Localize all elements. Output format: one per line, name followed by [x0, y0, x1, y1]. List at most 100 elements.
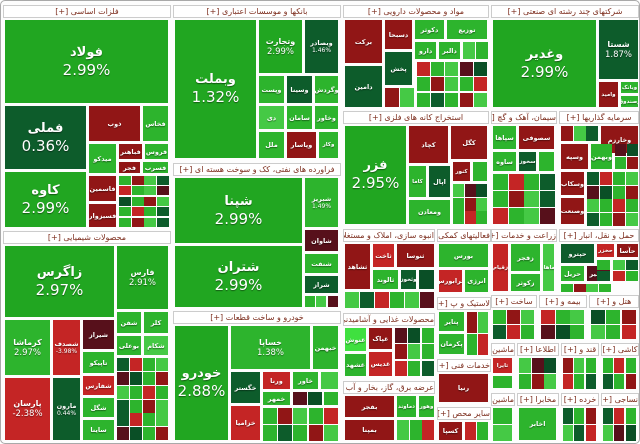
sector-header-agriculture[interactable]: زراعت و خدمات [+] [491, 229, 557, 242]
mosaic-stock-tile[interactable] [476, 184, 487, 197]
stock-tile-investments-4[interactable]: وصنعت [561, 198, 584, 224]
mosaic-stock-tile[interactable] [614, 425, 624, 441]
mosaic-stock-tile[interactable] [156, 427, 168, 440]
mosaic-stock-tile[interactable] [541, 325, 555, 339]
mosaic-stock-tile[interactable] [600, 186, 612, 199]
mosaic-stock-tile[interactable] [574, 408, 584, 424]
mosaic-stock-tile[interactable] [626, 358, 636, 373]
stock-tile-financial-aux-1[interactable]: فرابورس [439, 270, 462, 292]
stock-tile-banks-9[interactable]: ملل [259, 132, 284, 158]
mosaic-stock-tile[interactable] [626, 260, 638, 270]
mosaic-stock-tile[interactable] [478, 312, 488, 333]
mosaic-stock-tile[interactable] [626, 186, 638, 199]
mosaic-stock-tile[interactable] [574, 425, 584, 441]
sector-header-pharma[interactable]: مواد و محصولات دارویی [+] [343, 5, 489, 18]
stock-tile-metal-ores-6[interactable]: ومعادن [409, 200, 450, 224]
mosaic-stock-tile[interactable] [144, 207, 156, 216]
mosaic-stock-tile[interactable] [521, 325, 534, 339]
mosaic-stock-tile[interactable] [385, 88, 399, 107]
mosaic-stock-tile[interactable] [465, 198, 476, 211]
mosaic-stock-tile[interactable] [541, 310, 555, 324]
mosaic-stock-tile[interactable] [422, 344, 434, 359]
stock-tile-transport-0[interactable]: حپترو [561, 244, 594, 263]
stock-tile-metal-ores-3[interactable]: کاما [409, 166, 426, 197]
stock-tile-pharma-3[interactable]: دکوثر [415, 20, 444, 39]
mosaic-stock-tile[interactable] [117, 386, 129, 399]
mosaic-stock-tile[interactable] [493, 408, 512, 424]
mosaic-stock-tile[interactable] [132, 186, 144, 195]
mosaic-stock-tile[interactable] [524, 208, 539, 224]
mosaic-stock-tile[interactable] [263, 408, 277, 424]
mosaic-stock-tile[interactable] [539, 152, 554, 171]
mosaic-stock-tile[interactable] [574, 284, 586, 292]
mosaic-stock-tile[interactable] [509, 191, 524, 207]
stock-tile-chemicals-4[interactable]: شیراز [83, 320, 114, 349]
mosaic-stock-tile[interactable] [622, 325, 636, 339]
mosaic-stock-tile[interactable] [556, 310, 570, 324]
mosaic-stock-tile[interactable] [574, 126, 586, 141]
mosaic-stock-tile[interactable] [603, 374, 613, 389]
mosaic-stock-tile[interactable] [130, 386, 142, 399]
stock-tile-food-1[interactable]: غپاک [369, 328, 392, 349]
mosaic-stock-tile[interactable] [156, 386, 168, 399]
stock-tile-basic-metals-3[interactable]: ذوب [89, 106, 140, 141]
mosaic-stock-tile[interactable] [474, 62, 487, 76]
sector-header-insurance[interactable]: بیمه و [+] [539, 295, 587, 308]
mosaic-stock-tile[interactable] [453, 198, 464, 211]
mosaic-stock-tile[interactable] [587, 199, 599, 212]
stock-tile-auto-0[interactable]: خودرو 2.88% [175, 326, 228, 440]
stock-tile-banks-0[interactable]: وبملت 1.32% [175, 20, 256, 158]
mosaic-stock-tile[interactable] [117, 372, 129, 385]
mosaic-stock-tile[interactable] [324, 392, 338, 405]
mosaic-stock-tile[interactable] [143, 427, 155, 440]
sector-header-telecom[interactable]: مخابرا [+] [517, 393, 559, 406]
sector-header-machinery2[interactable]: ماشین [+] [491, 393, 515, 406]
stock-tile-banks-5[interactable]: وگردش [315, 76, 338, 103]
sector-header-rubber[interactable]: لاستیک و پ [+] [437, 297, 491, 310]
mosaic-stock-tile[interactable] [532, 374, 544, 389]
mosaic-stock-tile[interactable] [143, 358, 155, 371]
mosaic-stock-tile[interactable] [119, 207, 131, 216]
mosaic-stock-tile[interactable] [613, 172, 625, 185]
mosaic-stock-tile[interactable] [467, 312, 477, 333]
mosaic-stock-tile[interactable] [417, 77, 430, 91]
mosaic-stock-tile[interactable] [626, 408, 636, 424]
mosaic-stock-tile[interactable] [144, 186, 156, 195]
mosaic-stock-tile[interactable] [493, 425, 512, 441]
mosaic-stock-tile[interactable] [561, 126, 573, 141]
mosaic-stock-tile[interactable] [574, 358, 584, 373]
mosaic-stock-tile[interactable] [431, 62, 444, 76]
mosaic-stock-tile[interactable] [420, 292, 434, 308]
stock-tile-chemicals-5[interactable]: کرماشا 2.97% [5, 320, 50, 375]
stock-tile-basic-metals-1[interactable]: فملی 0.36% [5, 106, 86, 169]
mosaic-stock-tile[interactable] [493, 310, 506, 324]
mosaic-stock-tile[interactable] [507, 325, 520, 339]
mosaic-stock-tile[interactable] [614, 358, 624, 373]
mosaic-stock-tile[interactable] [156, 413, 168, 426]
mosaic-stock-tile[interactable] [417, 93, 430, 107]
mosaic-stock-tile[interactable] [324, 425, 338, 441]
sector-header-cement[interactable]: سیمان، آهک و گچ [+] [491, 111, 557, 124]
stock-tile-pharma-1[interactable]: دامین [345, 66, 382, 107]
mosaic-stock-tile[interactable] [345, 292, 359, 308]
mosaic-stock-tile[interactable] [603, 408, 613, 424]
mosaic-stock-tile[interactable] [321, 372, 338, 389]
mosaic-stock-tile[interactable] [599, 284, 611, 292]
stock-tile-auto-5[interactable]: ورنا [263, 372, 290, 389]
mosaic-stock-tile[interactable] [144, 197, 156, 206]
mosaic-stock-tile[interactable] [586, 408, 596, 424]
sector-header-real-estate[interactable]: انبوه سازی، املاک و مستغلات [+] [343, 229, 435, 242]
stock-tile-basic-metals-2[interactable]: کاوه 2.99% [5, 172, 86, 227]
mosaic-stock-tile[interactable] [544, 358, 556, 373]
stock-tile-pharma-0[interactable]: برکت [345, 20, 382, 63]
mosaic-stock-tile[interactable] [574, 374, 584, 389]
stock-tile-pharma-6[interactable]: دارو [415, 42, 436, 59]
stock-tile-transport-1[interactable]: حخزر [597, 244, 614, 257]
mosaic-stock-tile[interactable] [603, 425, 613, 441]
mosaic-stock-tile[interactable] [587, 213, 599, 226]
stock-tile-auto-7[interactable]: خمهر [263, 392, 290, 405]
mosaic-stock-tile[interactable] [130, 372, 142, 385]
stock-tile-banks-4[interactable]: وسینا [287, 76, 312, 103]
mosaic-stock-tile[interactable] [157, 176, 169, 185]
stock-tile-power-0[interactable]: بفجر [345, 396, 394, 417]
